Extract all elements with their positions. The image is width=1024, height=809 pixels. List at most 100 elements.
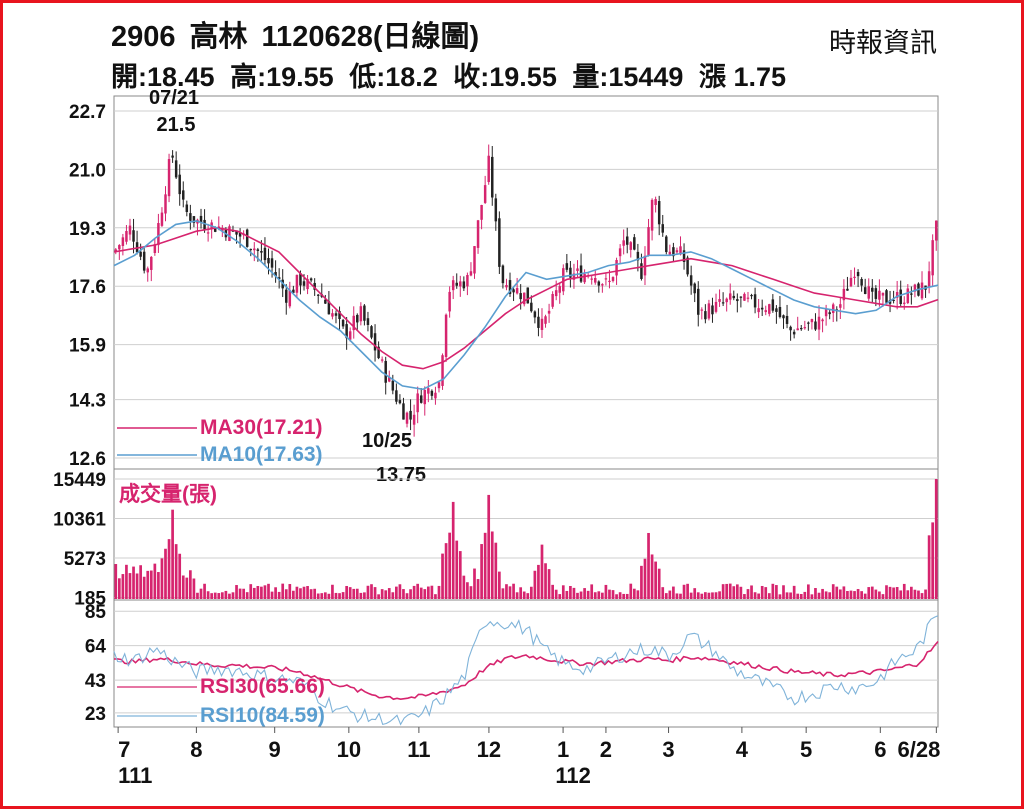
candle-body [739,296,743,298]
price-tick-label: 15.9 [69,336,106,357]
candle-body [427,388,430,394]
volume-bar [505,584,508,599]
volume-bar [927,535,931,599]
volume-bar [643,558,647,599]
candle-body [611,277,615,282]
high-date-annotation: 07/21 [149,87,199,109]
candle [803,320,807,330]
volume-bar [842,586,846,599]
volume-bar [412,585,416,599]
volume-bar [625,593,629,599]
candle-body [867,286,870,299]
candle [182,181,185,208]
candle [576,260,579,279]
candle-body [910,293,913,295]
candle [253,242,256,262]
candle-body [476,220,480,248]
candle [867,278,870,302]
candle [579,253,583,283]
candle-body [913,284,917,292]
volume-bar [277,591,281,599]
volume-bar [306,586,309,599]
volume-bar [366,585,370,599]
volume-bar [235,585,238,599]
volume-bar [895,587,899,599]
candle [150,255,153,282]
volume-bar [181,575,185,599]
volume-bar [586,590,590,599]
volume-bar [480,544,483,599]
volume-bar [743,594,746,599]
volume-tick-label: 15449 [53,470,106,491]
volume-bar [139,565,142,599]
candle [263,237,267,266]
volume-bar [728,583,732,599]
volume-bar [814,588,817,599]
volume-bar [157,572,160,599]
x-tick-label: 5 [800,737,812,762]
candle-body [718,299,721,302]
candle [590,275,593,285]
candle [391,374,395,395]
volume-bar [608,589,611,599]
candle [594,269,597,285]
candle-body [675,250,679,253]
candle-body [380,359,384,361]
candle-body [505,285,508,288]
candle [746,291,750,303]
volume-bar [274,587,277,599]
candle-body [213,227,217,232]
volume-bar [739,586,743,599]
candle [366,311,370,332]
candle-body [714,301,718,312]
volume-bar [704,592,707,599]
volume-bar [476,579,480,599]
candle-body [778,306,782,318]
candle [807,321,810,331]
candle [476,219,480,254]
candle [668,244,672,255]
candle-body [824,309,828,317]
volume-bar [746,589,750,599]
volume-bar [132,566,135,599]
candle-body [395,390,398,402]
volume-bar [149,570,153,599]
price-tick-label: 12.6 [69,449,106,470]
candle-body [551,293,554,307]
candle-body [370,326,373,338]
candle [316,293,320,304]
candle [164,186,167,222]
volume-bar [654,561,657,599]
candle [135,230,139,255]
volume-bar [437,585,441,599]
volume-bar [767,593,771,599]
candle-body [927,271,931,287]
candle-body [721,302,725,304]
stock-code: 2906 [111,21,176,53]
candle [132,218,135,254]
x-tick-label: 11 [407,737,430,762]
volume-bar [686,583,689,599]
candle-body [494,198,498,222]
volume-bar [831,584,835,599]
volume-bar [334,592,338,599]
candle-body [405,412,409,424]
candle-body [878,290,881,300]
volume-bar [395,586,398,599]
candle-body [302,281,306,286]
candle-body [668,251,672,255]
candle [899,280,902,307]
pane-border-0 [113,95,939,470]
candle [153,238,157,256]
candle [647,218,650,257]
candle [331,309,334,320]
volume-bar [167,539,171,599]
candle [434,386,437,405]
volume-bar [164,548,167,599]
candle-body [416,393,419,413]
candle-body [700,309,704,311]
volume-bar [338,593,341,599]
candle [423,386,427,416]
volume-bar [249,584,253,599]
candle-body [764,310,767,313]
